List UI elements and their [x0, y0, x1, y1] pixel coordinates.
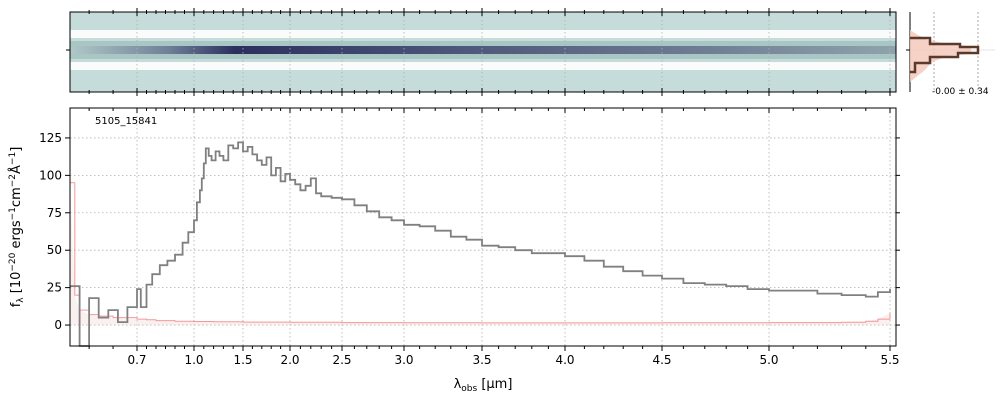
- profile-offset-label: -0.00 ± 0.34: [932, 87, 989, 97]
- series-error-line: [70, 182, 891, 324]
- profile-data-line: [910, 36, 980, 74]
- spectrum-2d-gap-bottom: [70, 62, 896, 70]
- x-tick-label: 0.7: [127, 353, 146, 367]
- x-tick-label: 5.0: [759, 353, 778, 367]
- main-xticks: 0.7 1.0 1.5 2.0 2.5 3.0 3.5 4.0 4.5 5.0 5.5: [88, 108, 900, 367]
- y-tick-label: 100: [39, 168, 62, 182]
- x-tick-label: 4.0: [555, 353, 574, 367]
- main-grid: [70, 108, 896, 346]
- x-tick-label: 2.0: [280, 353, 299, 367]
- main-yticks: 0 25 50 75 100 125: [39, 131, 900, 332]
- profile-panel: -0.00 ± 0.34: [906, 12, 995, 97]
- y-tick-label: 125: [39, 131, 62, 145]
- x-axis-label: λobs [μm]: [454, 377, 513, 394]
- object-id-label: 5105_15841: [95, 116, 157, 127]
- x-tick-label: 2.5: [332, 353, 351, 367]
- spectrum-2d-gap-top: [70, 30, 896, 38]
- spectrum-2d-frame: [69, 11, 897, 93]
- y-tick-label: 25: [47, 281, 62, 295]
- y-tick-label: 50: [47, 243, 62, 257]
- x-tick-label: 1.0: [184, 353, 203, 367]
- x-tick-label: 4.5: [652, 353, 671, 367]
- x-tick-label: 3.5: [472, 353, 491, 367]
- x-tick-label: 1.5: [233, 353, 252, 367]
- spectrum-2d-panel: [66, 8, 897, 96]
- y-axis-label: fλ [10−20 ergs−1cm−2Å−1]: [8, 147, 26, 308]
- spectrum-2d-xticks: [88, 8, 891, 96]
- y-tick-label: 0: [54, 318, 62, 332]
- series-flux-line: [70, 141, 891, 347]
- x-tick-label: 3.0: [394, 353, 413, 367]
- main-frame: [69, 107, 897, 347]
- spectrum-2d-trace: [70, 46, 896, 54]
- spectrum-1d-panel: 0.7 1.0 1.5 2.0 2.5 3.0 3.5 4.0 4.5 5.0 5.5 0 25 50 7…: [8, 107, 900, 394]
- spectrum-2d-grid: [136, 12, 891, 92]
- y-tick-label: 75: [47, 206, 62, 220]
- error-fill: [70, 182, 890, 325]
- x-tick-label: 5.5: [880, 353, 899, 367]
